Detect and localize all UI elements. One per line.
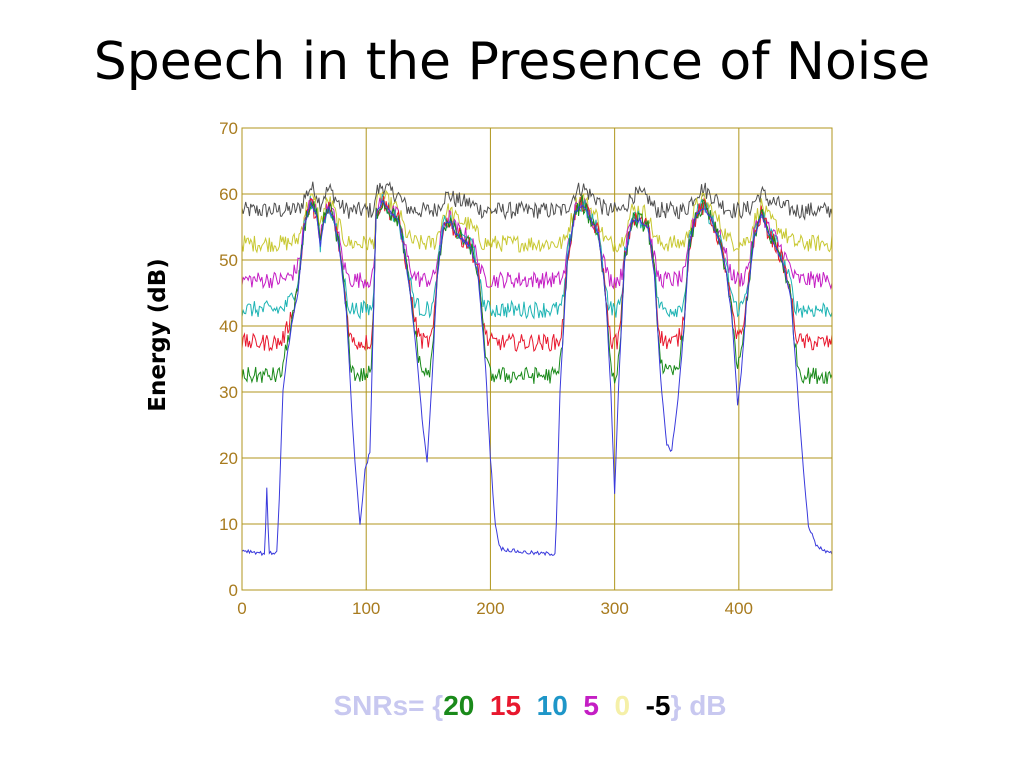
series-line-5 [241, 193, 833, 291]
slide-title: Speech in the Presence of Noise [93, 32, 931, 92]
snr-value: 5 [567, 690, 599, 721]
x-tick-label: 100 [352, 599, 380, 618]
snr-value: 20 [443, 690, 475, 721]
snr-value: 15 [474, 690, 522, 721]
snr-caption-suffix: } dB [670, 690, 727, 721]
y-tick-label: 50 [219, 251, 238, 270]
snr-caption-items: 20 15 10 5 0 -5 [443, 690, 670, 721]
snr-value: 0 [598, 690, 631, 721]
tick-labels: 0 100 200 300 400 0 10 20 30 40 50 60 70 [219, 119, 753, 618]
series-line--5 [241, 181, 833, 221]
y-tick-label: 70 [219, 119, 238, 138]
x-tick-label: 200 [476, 599, 504, 618]
y-tick-label: 10 [219, 515, 238, 534]
y-tick-label: 30 [219, 383, 238, 402]
y-axis-label: Energy (dB) [145, 258, 171, 412]
x-tick-label: 300 [600, 599, 628, 618]
y-tick-label: 40 [219, 317, 238, 336]
x-tick-label: 0 [237, 599, 246, 618]
y-tick-label: 20 [219, 449, 238, 468]
snr-value: 10 [521, 690, 568, 721]
snr-caption: SNRs= {20 15 10 5 0 -5} dB [0, 690, 1024, 722]
series-layer [241, 181, 833, 557]
series-line-0 [241, 189, 833, 254]
series-line-clean [241, 200, 833, 557]
y-tick-label: 60 [219, 185, 238, 204]
plot-frame [241, 127, 833, 591]
snr-value: -5 [630, 690, 671, 721]
snr-caption-prefix: SNRs= { [333, 690, 444, 721]
y-tick-label: 0 [229, 581, 238, 600]
x-tick-label: 400 [725, 599, 753, 618]
